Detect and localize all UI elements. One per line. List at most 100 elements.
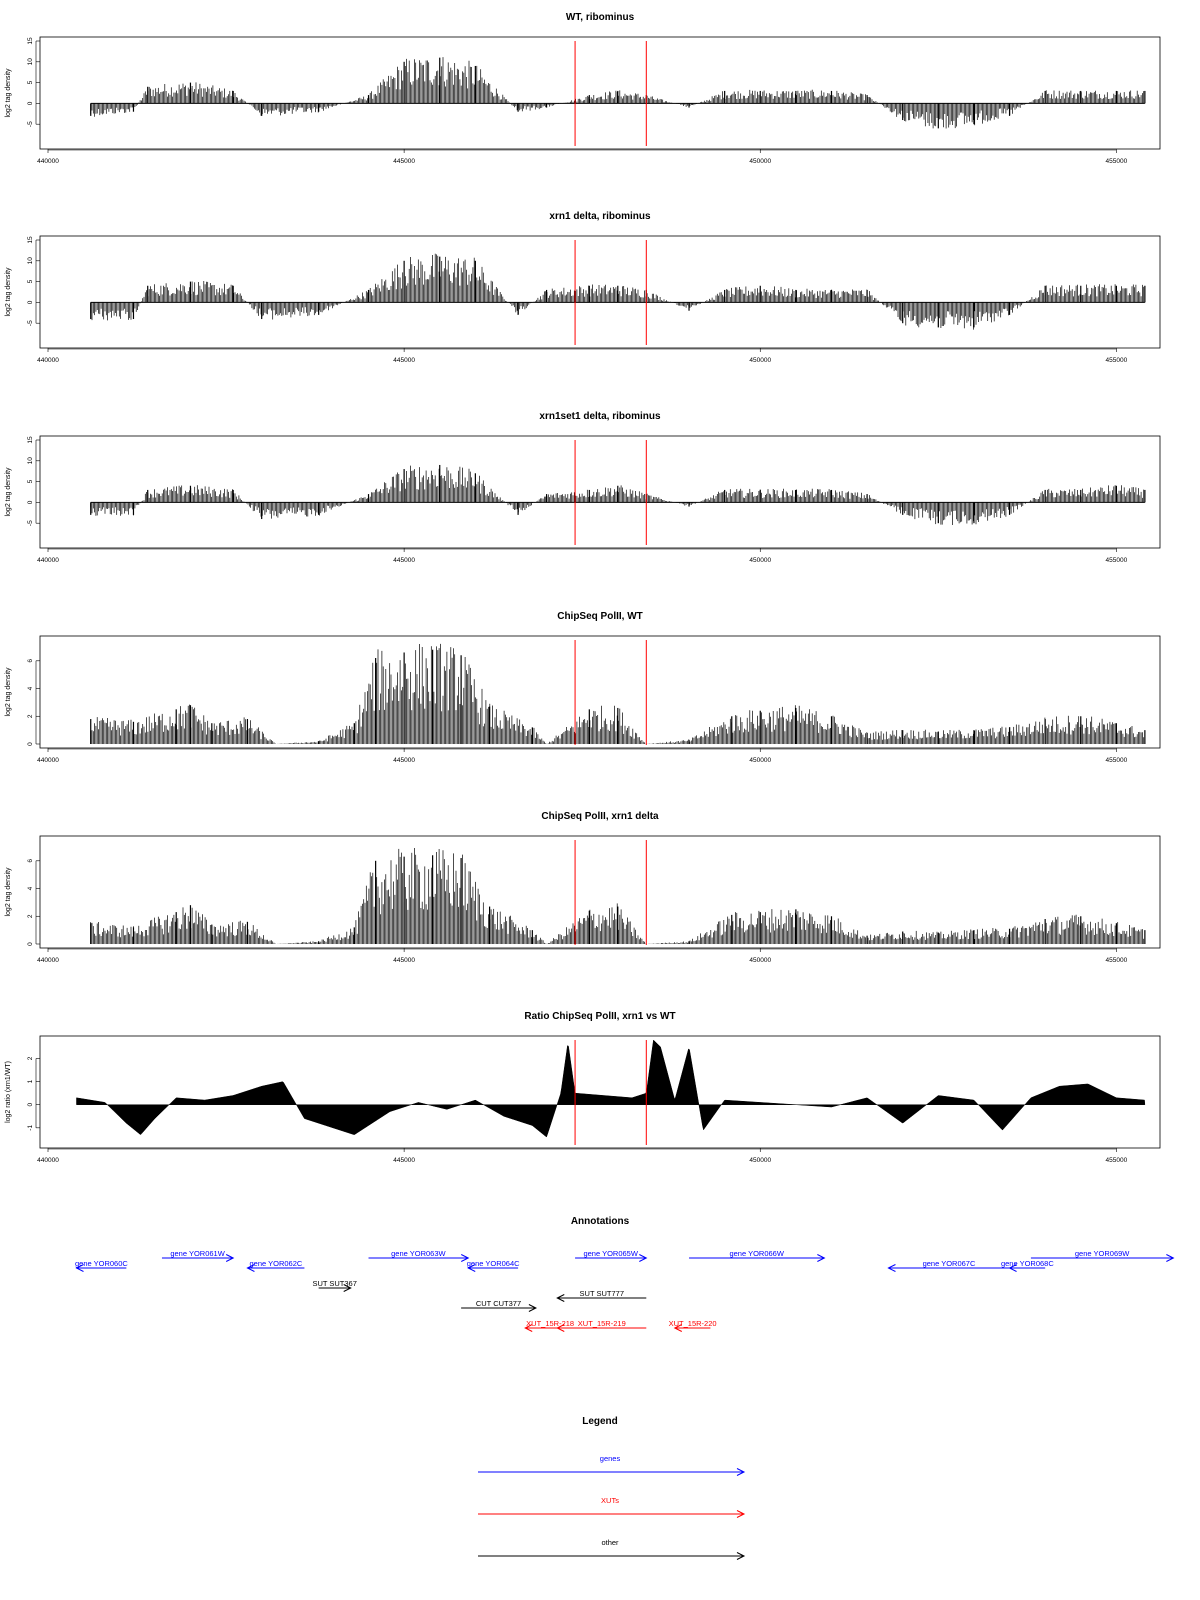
arrow-head (225, 1254, 235, 1262)
annotation-label: gene YOR068C (1001, 1259, 1054, 1268)
track-panel: Ratio ChipSeq PolII, xrn1 vs WT -1 0 1 2 log2… (5, 1011, 1161, 1164)
y-tick-label: 10 (27, 457, 34, 465)
annotation-label: SUT SUT367 (312, 1279, 356, 1288)
annotation-label: gene YOR065W (583, 1249, 638, 1258)
y-axis-label: log2 ratio (xrn1/WT) (5, 1061, 12, 1123)
y-tick-label: 0 (27, 300, 34, 304)
y-tick-label: 2 (27, 714, 34, 718)
arrow-head (461, 1254, 470, 1262)
x-tick-label: 450000 (749, 158, 771, 165)
x-tick-label: 450000 (749, 557, 771, 564)
plot-frame (39, 635, 1161, 749)
annotation-label: XUT_15R-218 (526, 1319, 574, 1328)
panel-title: Ratio ChipSeq PolII, xrn1 vs WT (524, 1011, 675, 1022)
x-tick-label: 450000 (749, 757, 771, 764)
y-tick-label: 2 (27, 914, 34, 918)
y-tick-label: -5 (27, 320, 34, 326)
x-tick-label: 455000 (1106, 1157, 1128, 1164)
plot-frame (39, 835, 1161, 949)
x-tick-label: 450000 (749, 357, 771, 364)
y-tick-label: 4 (27, 886, 34, 890)
arrow-head (246, 1264, 255, 1272)
x-tick-label: 455000 (1106, 158, 1128, 165)
track-panel: WT, ribominus -5 0 5 10 15 log2 tag density 440… (5, 12, 1161, 165)
x-tick-label: 455000 (1106, 757, 1128, 764)
x-tick-label: 440000 (37, 158, 59, 165)
y-axis-label: log2 tag density (5, 667, 12, 717)
arrow-head (556, 1324, 565, 1332)
annotation-label: gene YOR061W (170, 1249, 225, 1258)
plot-frame (39, 1035, 1161, 1149)
x-tick-label: 445000 (393, 957, 415, 964)
x-tick-label: 450000 (749, 957, 771, 964)
panel-title: ChipSeq PolII, xrn1 delta (541, 811, 659, 822)
arrow-head (817, 1254, 826, 1262)
annotation-label: gene YOR063W (391, 1249, 446, 1258)
legend-title: Legend (582, 1416, 618, 1427)
arrow-head (524, 1324, 533, 1332)
arrow-head (1166, 1254, 1175, 1262)
plot-frame (39, 435, 1161, 549)
annotation-label: gene YOR064C (467, 1259, 520, 1268)
track-panel: xrn1 delta, ribominus -5 0 5 10 15 log2 tag de… (5, 211, 1161, 364)
y-tick-label: 0 (27, 500, 34, 504)
y-tick-label: 0 (27, 101, 34, 105)
x-tick-label: 450000 (749, 1157, 771, 1164)
annotation-label: gene YOR066W (729, 1249, 784, 1258)
arrow-head (556, 1294, 565, 1302)
x-tick-label: 440000 (37, 557, 59, 564)
y-tick-label: 5 (27, 80, 34, 84)
panel-title: xrn1set1 delta, ribominus (539, 411, 661, 422)
y-tick-label: -1 (27, 1125, 34, 1131)
annotation-label: gene YOR069W (1075, 1249, 1130, 1258)
y-tick-label: 0 (27, 942, 34, 946)
x-tick-label: 455000 (1106, 957, 1128, 964)
y-tick-label: 10 (27, 58, 34, 66)
legend-panel: Legend genes XUTs other (478, 1416, 746, 1560)
x-tick-label: 445000 (393, 557, 415, 564)
annotation-label: XUT_15R-220 (669, 1319, 717, 1328)
y-tick-label: 15 (27, 436, 34, 444)
y-tick-label: 10 (27, 257, 34, 265)
y-tick-label: 2 (27, 1056, 34, 1060)
y-tick-label: 4 (27, 686, 34, 690)
annotation-label: XUT_15R-219 (578, 1319, 626, 1328)
track-panel: ChipSeq PolII, WT 0 2 4 6 log2 tag density 440… (5, 611, 1161, 764)
panel-title: ChipSeq PolII, WT (557, 611, 643, 622)
y-tick-label: 1 (27, 1079, 34, 1083)
track-panel: ChipSeq PolII, xrn1 delta 0 2 4 6 log2 tag de… (5, 811, 1161, 964)
y-tick-label: -5 (27, 520, 34, 526)
arrow-head (887, 1264, 896, 1272)
x-tick-label: 440000 (37, 757, 59, 764)
y-tick-label: 5 (27, 279, 34, 283)
annotations-title: Annotations (571, 1216, 630, 1227)
arrow-head (467, 1264, 476, 1272)
legend-label: other (601, 1538, 619, 1547)
y-tick-label: 5 (27, 479, 34, 483)
annotation-label: gene YOR060C (75, 1259, 128, 1268)
arrow-head (673, 1324, 683, 1332)
panel-title: WT, ribominus (566, 12, 635, 23)
arrow-head (736, 1510, 746, 1518)
legend-label: XUTs (601, 1496, 619, 1505)
y-axis-label: log2 tag density (5, 68, 12, 118)
x-tick-label: 455000 (1106, 357, 1128, 364)
y-tick-label: 15 (27, 236, 34, 244)
arrow-head (343, 1284, 352, 1292)
y-axis-label: log2 tag density (5, 267, 12, 317)
annotation-label: SUT SUT777 (580, 1289, 624, 1298)
x-tick-label: 440000 (37, 957, 59, 964)
legend-label: genes (600, 1454, 621, 1463)
x-tick-label: 440000 (37, 1157, 59, 1164)
plot-frame (39, 36, 1161, 150)
y-tick-label: 15 (27, 37, 34, 45)
arrow-head (736, 1552, 746, 1560)
arrow-head (639, 1254, 648, 1262)
plot-frame (39, 235, 1161, 349)
track-panel: xrn1set1 delta, ribominus -5 0 5 10 15 log2 ta… (5, 411, 1161, 564)
y-tick-label: 6 (27, 659, 34, 663)
y-tick-label: 0 (27, 742, 34, 746)
x-tick-label: 445000 (393, 1157, 415, 1164)
y-tick-label: 0 (27, 1103, 34, 1107)
y-tick-label: 6 (27, 859, 34, 863)
